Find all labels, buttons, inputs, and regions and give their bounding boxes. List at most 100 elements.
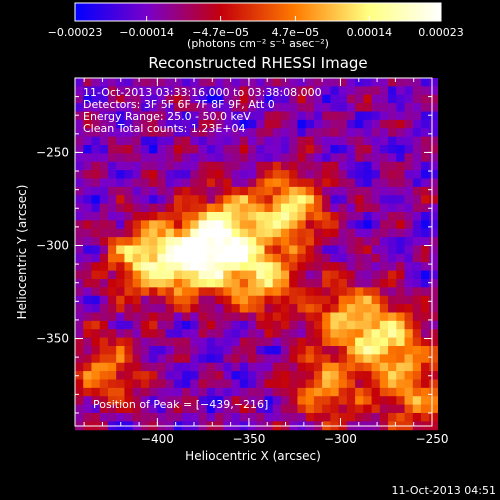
heatmap-cell <box>305 371 315 380</box>
heatmap-cell <box>132 337 142 347</box>
heatmap-cell <box>107 287 117 297</box>
heatmap-cell <box>313 128 323 138</box>
heatmap-cell <box>107 111 117 121</box>
heatmap-cell <box>412 228 422 238</box>
heatmap-cell <box>280 345 290 355</box>
heatmap-cell <box>429 220 438 230</box>
heatmap-cell <box>173 270 183 280</box>
heatmap-cell <box>190 103 200 112</box>
heatmap-cell <box>215 86 224 96</box>
heatmap-cell <box>305 78 315 87</box>
heatmap-cell <box>206 203 216 213</box>
heatmap-cell <box>190 329 200 339</box>
heatmap-cell <box>379 203 389 213</box>
colorbar-ticks: −0.00023 −0.00014 −4.7e−05 4.7e−05 0.00014 0.… <box>48 16 464 39</box>
heatmap-cell <box>75 379 84 389</box>
heatmap-cell <box>297 211 307 221</box>
heatmap-cell <box>396 203 406 213</box>
heatmap-cell <box>165 111 175 121</box>
heatmap-cell <box>91 387 101 397</box>
heatmap-cell <box>379 86 389 96</box>
heatmap-cell <box>173 144 183 154</box>
heatmap-cell <box>215 94 224 104</box>
heatmap-cell <box>116 253 125 263</box>
heatmap-cell <box>223 312 233 322</box>
heatmap-cell <box>83 404 92 414</box>
heatmap-cell <box>182 295 191 305</box>
heatmap-cell <box>248 362 257 372</box>
heatmap-cell <box>297 128 307 138</box>
heatmap-cell <box>198 295 208 305</box>
heatmap-cell <box>239 220 249 230</box>
heatmap-cell <box>363 312 373 322</box>
heatmap-cell <box>149 312 158 322</box>
heatmap-cell <box>173 278 183 288</box>
heatmap-cell <box>297 144 307 154</box>
heatmap-cell <box>223 287 233 297</box>
heatmap-cell <box>83 329 92 339</box>
heatmap-cell <box>190 119 200 129</box>
heatmap-cell <box>140 245 150 255</box>
heatmap-cell <box>99 211 109 221</box>
heatmap-cell <box>132 345 142 355</box>
heatmap-cell <box>206 228 216 238</box>
heatmap-cell <box>248 161 257 171</box>
heatmap-cell <box>412 111 422 121</box>
heatmap-cell <box>421 379 430 389</box>
heatmap-cell <box>248 312 257 322</box>
heatmap-cell <box>421 412 430 422</box>
heatmap-cell <box>330 128 340 138</box>
heatmap-cell <box>289 253 298 263</box>
heatmap-cell <box>355 253 364 263</box>
heatmap-cell <box>355 170 364 179</box>
heatmap-cell <box>330 379 340 389</box>
heatmap-cell <box>363 396 373 406</box>
heatmap-cell <box>248 262 257 272</box>
heatmap-cell <box>215 329 224 339</box>
heatmap-cell <box>280 404 290 414</box>
heatmap-cell <box>371 228 381 238</box>
heatmap-cell <box>206 387 216 397</box>
heatmap-cell <box>132 371 142 380</box>
heatmap-cell <box>322 228 331 238</box>
heatmap-cell <box>330 362 340 372</box>
heatmap-cell <box>338 387 348 397</box>
heatmap-cell <box>157 329 167 339</box>
heatmap-cell <box>429 136 438 146</box>
heatmap-cell <box>404 153 414 163</box>
heatmap-cell <box>190 270 200 280</box>
heatmap-cell <box>124 396 134 406</box>
heatmap-cell <box>322 337 331 347</box>
heatmap-cell <box>363 329 373 339</box>
heatmap-cell <box>272 387 282 397</box>
heatmap-cell <box>289 119 298 129</box>
heatmap-cell <box>379 195 389 205</box>
heatmap-cell <box>338 195 348 205</box>
colorbar: −0.00023 −0.00014 −4.7e−05 4.7e−05 0.00014 0.… <box>48 2 464 50</box>
heatmap-cell <box>231 78 241 87</box>
heatmap-cell <box>198 354 208 364</box>
heatmap-cell <box>313 228 323 238</box>
heatmap-cell <box>412 253 422 263</box>
heatmap-cell <box>239 287 249 297</box>
heatmap-cell <box>248 253 257 263</box>
heatmap-cell <box>272 362 282 372</box>
heatmap-cell <box>107 354 117 364</box>
heatmap-cell <box>99 270 109 280</box>
heatmap-cell <box>116 161 125 171</box>
heatmap-cell <box>231 237 241 246</box>
heatmap-cell <box>338 94 348 104</box>
heatmap-cell <box>239 270 249 280</box>
heatmap-cell <box>313 237 323 246</box>
heatmap-cell <box>289 94 298 104</box>
heatmap-cell <box>99 354 109 364</box>
heatmap-cell <box>396 128 406 138</box>
heatmap-cell <box>396 312 406 322</box>
heatmap-cell <box>157 170 167 179</box>
heatmap-cell <box>388 245 397 255</box>
heatmap-cell <box>223 270 233 280</box>
heatmap-cell <box>363 287 373 297</box>
heatmap-cell <box>322 320 331 330</box>
heatmap-cell <box>338 86 348 96</box>
